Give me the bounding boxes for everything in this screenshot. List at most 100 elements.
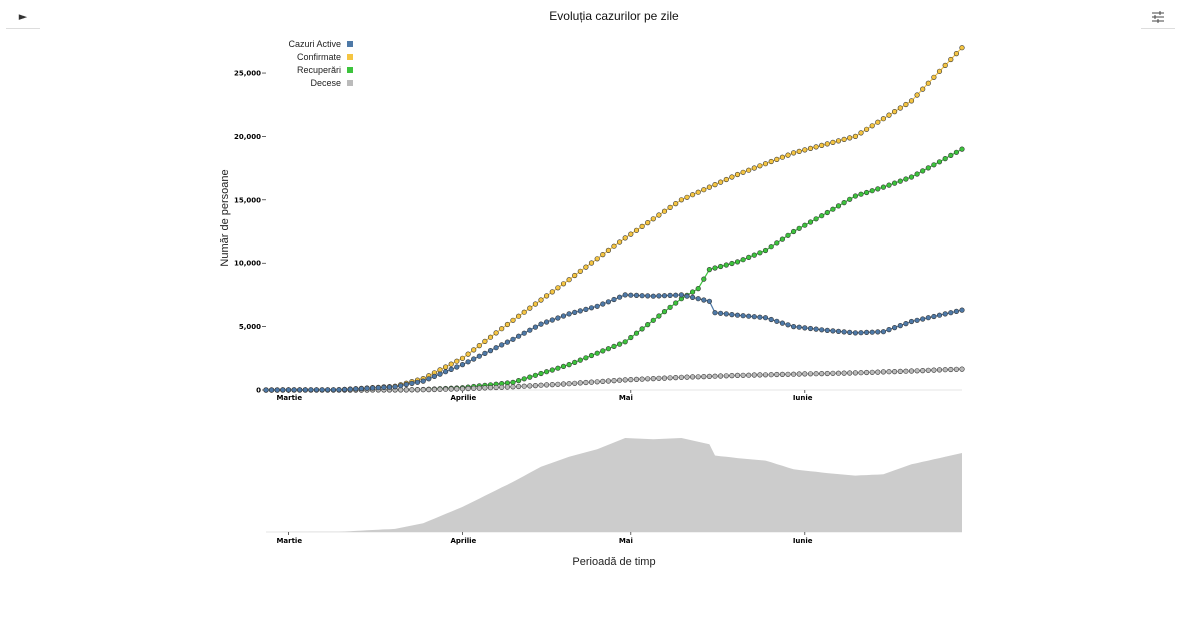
data-point	[572, 272, 578, 279]
data-point	[661, 208, 668, 214]
data-point	[600, 301, 606, 307]
data-point	[824, 141, 830, 147]
data-point	[566, 311, 572, 317]
settings-button[interactable]	[1141, 5, 1175, 29]
data-point	[701, 187, 707, 193]
data-point	[723, 262, 729, 268]
data-point	[600, 252, 606, 258]
data-point	[841, 370, 847, 376]
data-point	[426, 376, 432, 382]
y-tick-label: 0	[256, 387, 261, 395]
data-point	[757, 314, 763, 320]
data-point	[886, 112, 892, 118]
data-point	[936, 68, 943, 74]
data-point	[802, 325, 808, 331]
data-point	[465, 385, 471, 392]
data-point	[650, 216, 656, 222]
data-point	[880, 329, 887, 335]
context-area	[266, 438, 962, 532]
data-point	[841, 200, 847, 206]
data-point	[673, 375, 679, 381]
data-point	[616, 239, 623, 245]
data-point	[560, 313, 567, 319]
data-point	[588, 352, 595, 359]
data-point	[847, 196, 853, 202]
data-point	[291, 387, 297, 393]
data-point	[527, 374, 533, 380]
data-point	[628, 334, 634, 341]
data-point	[527, 383, 533, 389]
data-point	[527, 305, 533, 311]
data-point	[566, 277, 572, 283]
data-point	[515, 383, 522, 390]
data-point	[465, 351, 471, 357]
data-point	[790, 150, 797, 156]
data-point	[678, 197, 685, 203]
data-point	[920, 86, 926, 92]
data-point	[521, 330, 527, 336]
context-plot: Martie Aprilie Mai Iunie	[266, 438, 962, 545]
data-point	[527, 327, 533, 333]
y-axis-label: Număr de persoane	[219, 169, 231, 266]
data-point	[920, 368, 926, 374]
data-point	[611, 296, 617, 303]
data-point	[684, 374, 690, 380]
data-point	[757, 163, 763, 169]
data-point	[807, 325, 814, 332]
data-point	[543, 319, 550, 325]
data-point	[785, 322, 791, 328]
data-point	[807, 371, 814, 377]
data-point	[942, 311, 948, 317]
data-point	[891, 108, 898, 115]
data-point	[734, 372, 741, 379]
data-point	[650, 376, 656, 382]
data-point	[650, 317, 656, 323]
context-x-tick-label: Mai	[619, 537, 633, 545]
data-point	[678, 374, 685, 380]
data-point	[347, 386, 353, 392]
data-point	[796, 324, 802, 330]
data-point	[869, 329, 875, 335]
data-point	[729, 373, 735, 379]
data-point	[942, 367, 948, 373]
data-point	[622, 377, 628, 383]
data-point	[588, 260, 595, 266]
data-point	[370, 385, 376, 391]
data-point	[813, 371, 819, 377]
series-line	[266, 294, 963, 391]
data-point	[869, 369, 875, 375]
legend-swatch	[347, 67, 353, 73]
data-point	[448, 361, 454, 367]
data-point	[543, 369, 550, 375]
data-point	[852, 330, 859, 336]
y-tick-label: 25,000	[234, 70, 261, 78]
series-Cazuri Active	[263, 292, 965, 393]
play-button[interactable]: ►	[6, 5, 40, 29]
data-point	[639, 326, 645, 332]
data-point	[414, 379, 421, 385]
legend: Cazuri Active Confirmate Recuperări Decese	[288, 39, 353, 88]
data-point	[504, 321, 511, 328]
data-point	[802, 147, 808, 153]
data-point	[891, 325, 898, 331]
data-point	[796, 371, 802, 377]
data-point	[757, 250, 763, 256]
data-point	[594, 350, 600, 356]
data-point	[706, 298, 713, 304]
data-point	[645, 322, 651, 328]
data-point	[566, 381, 572, 387]
data-point	[774, 318, 780, 324]
data-point	[482, 350, 488, 357]
data-point	[431, 386, 438, 393]
data-point	[824, 209, 830, 216]
data-point	[656, 293, 662, 299]
data-point	[459, 355, 466, 361]
data-point	[723, 176, 729, 183]
data-point	[465, 359, 471, 365]
x-tick-label: Martie	[276, 394, 302, 402]
legend-swatch	[347, 80, 353, 86]
data-point	[886, 182, 892, 188]
data-point	[891, 369, 898, 375]
data-point	[616, 294, 623, 300]
